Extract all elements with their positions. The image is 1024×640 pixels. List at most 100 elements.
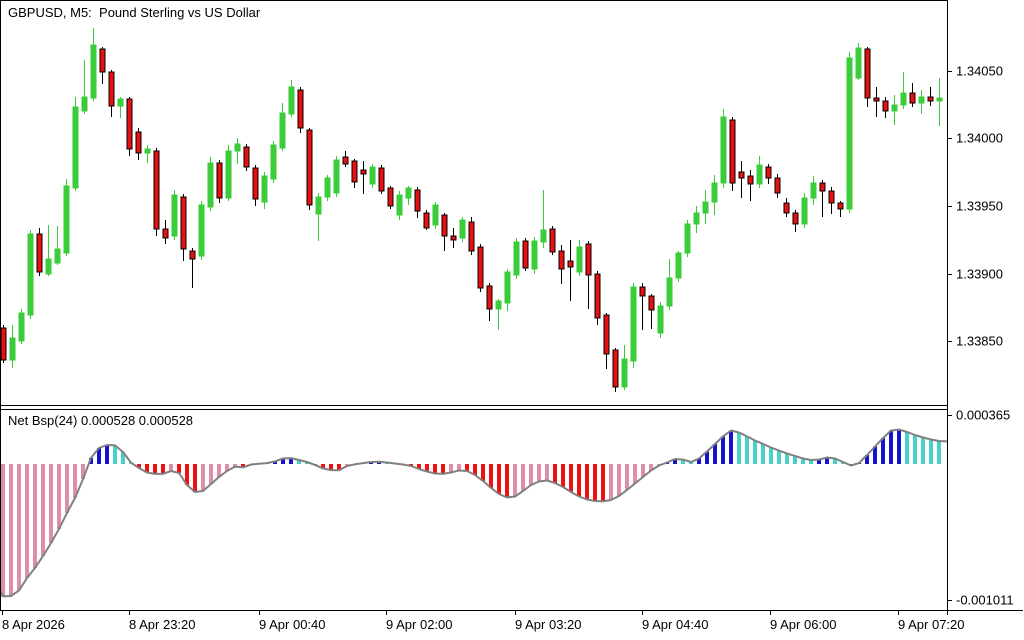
candle [936, 78, 943, 126]
candle-body-bear [549, 228, 556, 253]
candle-body-bull [225, 150, 232, 199]
indicator-bar [937, 441, 941, 464]
candle-body-bull [144, 148, 151, 154]
candle [873, 87, 880, 117]
indicator-line [0, 428, 948, 598]
indicator-bar [217, 464, 221, 478]
indicator-bar [593, 464, 597, 501]
candle [900, 72, 907, 109]
candle-body-bull [756, 164, 763, 185]
candle [108, 70, 115, 117]
indicator-axis[interactable]: 0.000365 -0.001011 [947, 408, 1014, 608]
candle-body-bear [468, 221, 475, 252]
candle-body-bear [594, 273, 601, 319]
candle-body-bull [576, 246, 583, 273]
candle-body-bear [864, 48, 871, 99]
candle [495, 299, 502, 330]
indicator-bar [865, 454, 869, 464]
candle [234, 138, 241, 164]
candle-body-bull [270, 144, 277, 180]
candle-body-bear [36, 233, 43, 273]
candle [657, 302, 664, 338]
candle-body-bull [27, 233, 34, 316]
candle-body-bear [252, 167, 259, 200]
indicator-bar [705, 451, 709, 464]
candle-body-bull [702, 201, 709, 214]
candles-layer [0, 28, 943, 392]
candle [783, 198, 790, 217]
candle [36, 228, 43, 276]
candle [135, 128, 142, 160]
indicator-bar [545, 464, 549, 481]
candle [684, 220, 691, 257]
candle-body-bull [396, 194, 403, 216]
candle-body-bear [351, 160, 358, 183]
indicator-bar [497, 464, 501, 494]
candle [306, 128, 313, 210]
indicator-bar [817, 459, 821, 464]
indicator-bar [785, 453, 789, 464]
indicator-bar [241, 464, 245, 468]
price-axis[interactable]: 1.34050 1.34000 1.33950 1.33900 1.33850 [947, 64, 1003, 349]
candle-body-bear [477, 246, 484, 289]
indicator-bar [529, 464, 533, 485]
indicator-bar [905, 432, 909, 464]
candle-body-bear [765, 166, 772, 179]
candle [153, 148, 160, 236]
candle-body-bear [450, 235, 457, 241]
candle [99, 47, 106, 84]
candle-body-bull [18, 312, 25, 342]
candle-body-bull [72, 106, 79, 189]
indicator-axis-label: 0.000365 [956, 408, 1010, 423]
candle-body-bear [441, 214, 448, 237]
candle [405, 186, 412, 205]
price-axis-label: 1.34000 [956, 131, 1003, 146]
indicator-bar [57, 464, 61, 529]
candle-body-bear [108, 71, 115, 107]
candle [0, 325, 7, 363]
candle-body-bull [621, 358, 628, 388]
indicator-bar [289, 458, 293, 464]
indicator-bar [473, 464, 477, 476]
indicator-bar [457, 464, 461, 471]
indicator-bar [513, 464, 517, 497]
candle-body-bear [216, 162, 223, 199]
candle [45, 225, 52, 276]
candle-body-bull [315, 196, 322, 215]
candle-body-bear [423, 212, 430, 229]
candle-body-bull [936, 97, 943, 102]
indicator-bar [17, 464, 21, 591]
time-axis[interactable]: 8 Apr 2026 8 Apr 23:20 9 Apr 00:40 9 Apr 02… [2, 610, 965, 632]
candle-body-bull [333, 159, 340, 194]
indicator-line-layer [0, 428, 948, 598]
candle-body-bull [846, 57, 853, 210]
candle-body-bull [540, 229, 547, 243]
chart-frame [0, 0, 1023, 615]
candle [909, 83, 916, 107]
candle [486, 283, 493, 321]
indicator-bar [273, 461, 277, 464]
candle [315, 193, 322, 241]
candle [162, 220, 169, 244]
indicator-bar [897, 429, 901, 464]
candle-body-bull [855, 47, 862, 79]
indicator-bar [889, 430, 893, 464]
indicator-axis-label: -0.001011 [956, 593, 1014, 608]
candle-body-bear [297, 89, 304, 129]
candle-body-bull [324, 177, 331, 198]
time-axis-label: 9 Apr 07:20 [898, 617, 965, 632]
candle [450, 228, 457, 248]
candle [81, 60, 88, 114]
indicator-bar [721, 436, 725, 464]
candle [747, 170, 754, 201]
candle-body-bear [126, 98, 133, 150]
indicator-bar [169, 464, 173, 471]
candle [891, 95, 898, 125]
indicator-bar [193, 464, 197, 492]
candle [819, 180, 826, 217]
indicator-bar [561, 464, 565, 487]
time-axis-label: 9 Apr 06:00 [770, 617, 837, 632]
indicator-bar [281, 458, 285, 464]
indicator-bar [921, 437, 925, 464]
